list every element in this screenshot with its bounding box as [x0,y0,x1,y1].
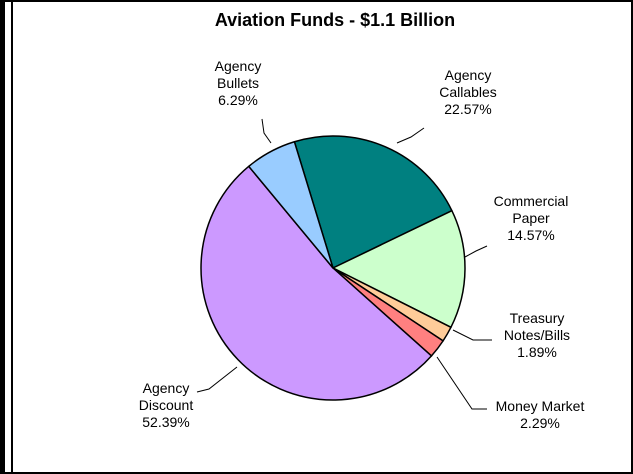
slice-percent-agency-bullets: 6.29% [218,92,258,108]
slice-labels: Agency Callables 22.57%Commercial Paper 14.5… [139,58,585,431]
chart-title: Aviation Funds - $1.1 Billion [215,10,455,30]
pie-slice-agency-bullets [248,141,334,269]
pie-slice-commercial-paper [332,209,466,329]
slice-percent-agency-callables: 22.57% [444,101,491,117]
slice-name-agency-bullets: Bullets [217,75,259,91]
slice-name-agency-discount: Agency [143,380,190,396]
leader-line-treasury-notes-bills [452,329,492,341]
slice-percent-treasury-notes-bills: 1.89% [517,344,557,360]
slice-name-treasury-notes-bills: Treasury [510,310,565,326]
slice-name-agency-callables: Agency [445,67,492,83]
leader-line-money-market [436,356,487,410]
leader-lines [196,118,492,410]
slice-name-agency-discount: Discount [139,397,194,413]
left-border-line [11,2,13,472]
leader-line-agency-bullets [261,118,272,144]
slice-name-treasury-notes-bills: Notes/Bills [504,327,570,343]
slice-label-treasury-notes-bills: Treasury Notes/Bills 1.89% [504,310,570,360]
slice-label-commercial-paper: Commercial Paper 14.57% [494,193,569,243]
slice-name-agency-bullets: Agency [215,58,262,74]
pie-slice-agency-callables [293,135,453,269]
leader-line-agency-callables [396,127,425,144]
leader-line-agency-discount [196,366,238,393]
slice-percent-agency-discount: 52.39% [142,414,189,430]
slice-name-commercial-paper: Commercial [494,193,569,209]
slice-name-money-market: Money Market [496,398,585,414]
slice-label-agency-discount: Agency Discount 52.39% [139,380,194,430]
slice-name-commercial-paper: Paper [512,210,550,226]
slice-percent-commercial-paper: 14.57% [507,227,554,243]
pie-slices [200,135,466,401]
pie-slice-agency-discount [200,165,433,401]
slice-label-money-market: Money Market 2.29% [496,398,585,431]
leader-line-commercial-paper [464,245,488,258]
slice-name-agency-callables: Callables [439,84,497,100]
slice-label-agency-callables: Agency Callables 22.57% [439,67,497,117]
slice-percent-money-market: 2.29% [520,415,560,431]
slice-label-agency-bullets: Agency Bullets 6.29% [215,58,262,108]
